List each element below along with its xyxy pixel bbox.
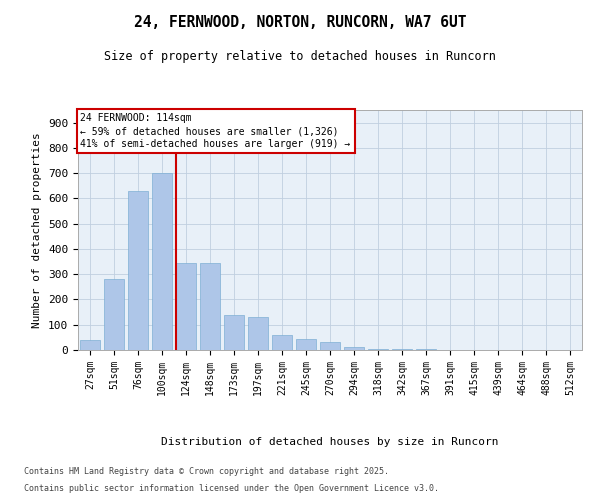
Text: Size of property relative to detached houses in Runcorn: Size of property relative to detached ho… (104, 50, 496, 63)
Bar (200, 263, 220, 350)
Text: 24, FERNWOOD, NORTON, RUNCORN, WA7 6UT: 24, FERNWOOD, NORTON, RUNCORN, WA7 6UT (134, 15, 466, 30)
Text: 24 FERNWOOD: 114sqm
← 59% of detached houses are smaller (1,326)
41% of semi-det: 24 FERNWOOD: 114sqm ← 59% of detached ho… (80, 113, 350, 150)
Bar (296, 338, 316, 350)
Bar (224, 314, 244, 350)
Bar (392, 349, 412, 350)
Text: Contains HM Land Registry data © Crown copyright and database right 2025.: Contains HM Land Registry data © Crown c… (24, 468, 389, 476)
Bar (176, 263, 196, 350)
X-axis label: Distribution of detached houses by size in Runcorn: Distribution of detached houses by size … (161, 436, 499, 446)
Bar (80, 340, 100, 350)
Bar (248, 317, 268, 350)
Y-axis label: Number of detached properties: Number of detached properties (32, 132, 43, 328)
Bar (344, 348, 364, 350)
Bar (320, 342, 340, 350)
Bar (152, 173, 172, 350)
Text: Contains public sector information licensed under the Open Government Licence v3: Contains public sector information licen… (24, 484, 439, 493)
Bar (128, 191, 148, 350)
Bar (104, 280, 124, 350)
Bar (272, 335, 292, 350)
Bar (368, 348, 388, 350)
